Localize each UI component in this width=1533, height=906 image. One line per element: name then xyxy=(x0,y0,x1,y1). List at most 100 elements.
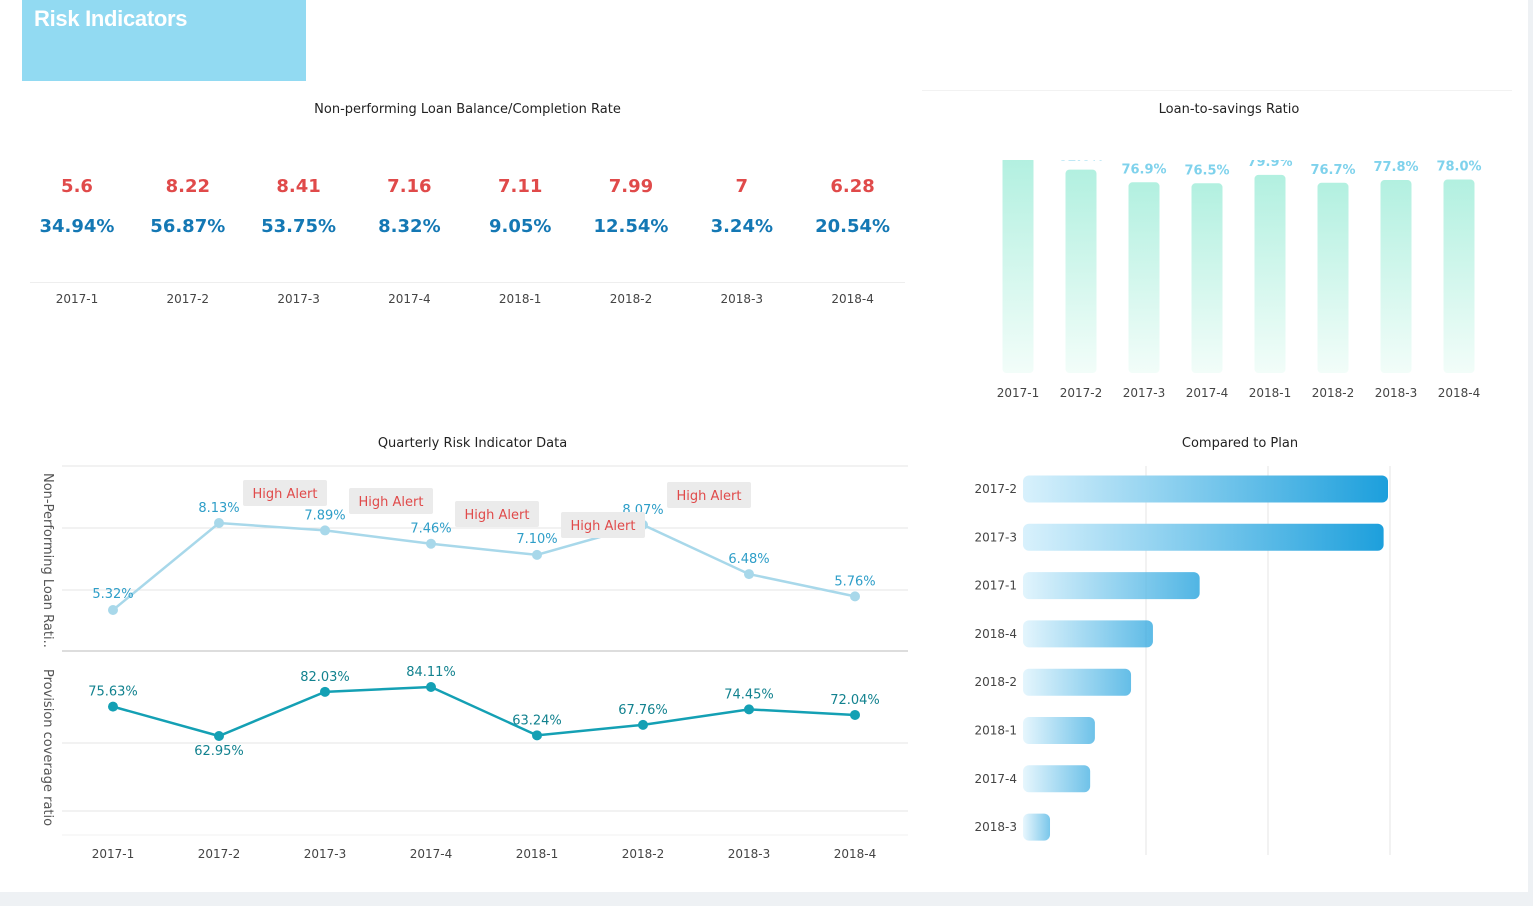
risk-x-tick: 2017-2 xyxy=(198,847,241,861)
risk-x-tick: 2017-4 xyxy=(410,847,453,861)
npl-period-label: 2017-4 xyxy=(388,292,431,306)
title-banner: Risk Indicators xyxy=(22,0,306,81)
ltsr-bar xyxy=(1443,179,1475,373)
npl-period-label: 2018-2 xyxy=(609,292,653,306)
risk-label-npl: 8.13% xyxy=(198,501,239,516)
high-alert-box xyxy=(561,512,645,538)
plan-chart: 2017-2 2017-3 2017-1 2018-4 2018-2 2018-1 2017… xyxy=(974,466,1391,855)
plan-y-tick: 2017-4 xyxy=(974,772,1017,786)
risk-label-npl: 6.48% xyxy=(728,552,769,567)
risk-label-provision: 63.24% xyxy=(512,713,562,728)
ltsr-bar xyxy=(1191,183,1223,373)
npl-stat-item: 8.22 56.87% 2017-2 xyxy=(133,176,243,311)
ltsr-bar-label: 78.0% xyxy=(1436,160,1481,175)
plan-bar xyxy=(1023,523,1384,551)
npl-rate-value: 53.75% xyxy=(261,216,337,237)
npl-rate-value: 12.54% xyxy=(593,216,669,237)
risk-x-tick: 2018-4 xyxy=(834,847,877,861)
high-alert-label: High Alert xyxy=(571,519,636,534)
risk-label-npl: 7.46% xyxy=(410,522,451,537)
page-title: Risk Indicators xyxy=(34,6,188,31)
npl-balance-value: 7.11 xyxy=(497,176,543,197)
risk-point-provision xyxy=(320,686,330,697)
npl-period-label: 2017-3 xyxy=(277,292,320,306)
risk-chart-title: Quarterly Risk Indicator Data xyxy=(377,436,568,451)
npl-period-label: 2017-1 xyxy=(55,292,99,306)
ltsr-bar xyxy=(1380,180,1412,373)
npl-panel-title: Non-performing Loan Balance/Completion R… xyxy=(314,102,621,117)
risk-label-npl: 7.10% xyxy=(516,532,557,547)
npl-rate-value: 9.05% xyxy=(488,216,552,237)
risk-chart: Non-Performing Loan Rati.. Provision cove… xyxy=(40,465,908,861)
npl-balance-value: 7.99 xyxy=(608,176,654,197)
ltsr-bar xyxy=(1317,182,1349,373)
risk-label-provision: 74.45% xyxy=(724,687,774,702)
npl-stat-item: 6.28 20.54% 2018-4 xyxy=(798,176,908,311)
npl-balance-value: 6.28 xyxy=(830,176,875,197)
risk-point-npl xyxy=(214,518,224,528)
risk-point-npl xyxy=(744,569,754,580)
risk-label-provision: 84.11% xyxy=(406,665,456,680)
npl-balance-value: 8.22 xyxy=(165,176,210,197)
risk-label-npl: 5.32% xyxy=(92,587,133,602)
npl-balance-value: 8.41 xyxy=(276,176,321,197)
risk-x-tick: 2018-2 xyxy=(622,847,665,861)
risk-label-provision: 72.04% xyxy=(830,693,880,708)
risk-label-provision: 67.76% xyxy=(618,703,668,718)
ltsr-x-tick: 2017-4 xyxy=(1186,386,1229,400)
risk-point-provision xyxy=(638,719,648,730)
ltsr-x-tick: 2017-1 xyxy=(997,386,1040,400)
risk-point-provision xyxy=(108,701,118,712)
ltsr-bar-label: 76.7% xyxy=(1310,163,1355,178)
plan-y-tick: 2017-2 xyxy=(974,482,1017,496)
ltsr-chart: 87.1%2017-182.0%2017-276.9%2017-376.5%20… xyxy=(997,160,1482,400)
risk-label-provision: 62.95% xyxy=(194,744,244,759)
risk-point-provision xyxy=(532,730,542,741)
npl-period-label: 2018-1 xyxy=(498,292,542,306)
plan-y-tick: 2018-3 xyxy=(974,820,1017,834)
ltsr-bar-label: 77.8% xyxy=(1373,160,1418,175)
npl-period-label: 2018-3 xyxy=(720,292,764,306)
plan-bar xyxy=(1023,668,1132,696)
risk-series-line-npl xyxy=(112,521,856,611)
plan-bar xyxy=(1023,620,1153,648)
npl-balance-value: 7 xyxy=(735,176,749,197)
high-alert-box xyxy=(667,482,751,508)
high-alert-box xyxy=(349,488,433,514)
ltsr-x-tick: 2017-3 xyxy=(1123,386,1166,400)
risk-label-npl: 5.76% xyxy=(834,574,875,589)
risk-point-provision xyxy=(214,731,224,741)
risk-x-tick: 2017-3 xyxy=(304,847,347,861)
ltsr-bar-label: 82.0% xyxy=(1058,160,1103,165)
npl-stat-item: 8.41 53.75% 2017-3 xyxy=(244,176,354,311)
risk-point-provision xyxy=(850,709,860,720)
risk-x-tick: 2018-1 xyxy=(516,847,559,861)
high-alert-label: High Alert xyxy=(465,508,530,523)
ltsr-x-tick: 2017-2 xyxy=(1060,386,1103,400)
high-alert-box xyxy=(243,480,327,506)
npl-stat-item: 5.6 34.94% 2017-1 xyxy=(22,176,132,311)
risk-point-provision xyxy=(426,682,436,692)
risk-point-npl xyxy=(320,525,330,536)
risk-x-tick: 2018-3 xyxy=(728,847,771,861)
plan-y-tick: 2017-1 xyxy=(974,579,1017,593)
risk-label-provision: 82.03% xyxy=(300,670,350,685)
ltsr-bar xyxy=(1128,182,1160,373)
plan-bar xyxy=(1023,765,1091,793)
risk-point-npl xyxy=(850,591,860,602)
npl-stat-item: 7.99 12.54% 2018-2 xyxy=(576,176,686,311)
risk-point-npl xyxy=(426,538,436,549)
npl-rate-value: 56.87% xyxy=(150,216,226,237)
npl-rate-value: 20.54% xyxy=(815,216,891,237)
right-divider xyxy=(922,90,1512,91)
ltsr-x-tick: 2018-1 xyxy=(1249,386,1292,400)
npl-balance-value: 5.6 xyxy=(61,176,93,197)
plan-chart-title: Compared to Plan xyxy=(1181,436,1299,451)
plan-y-tick: 2018-2 xyxy=(974,675,1017,689)
high-alert-label: High Alert xyxy=(359,495,424,510)
npl-rate-value: 8.32% xyxy=(378,216,441,237)
ltsr-x-tick: 2018-4 xyxy=(1438,386,1481,400)
plan-bar xyxy=(1023,475,1388,503)
risk-series-line-provision xyxy=(112,685,856,738)
plan-bar xyxy=(1023,572,1200,600)
